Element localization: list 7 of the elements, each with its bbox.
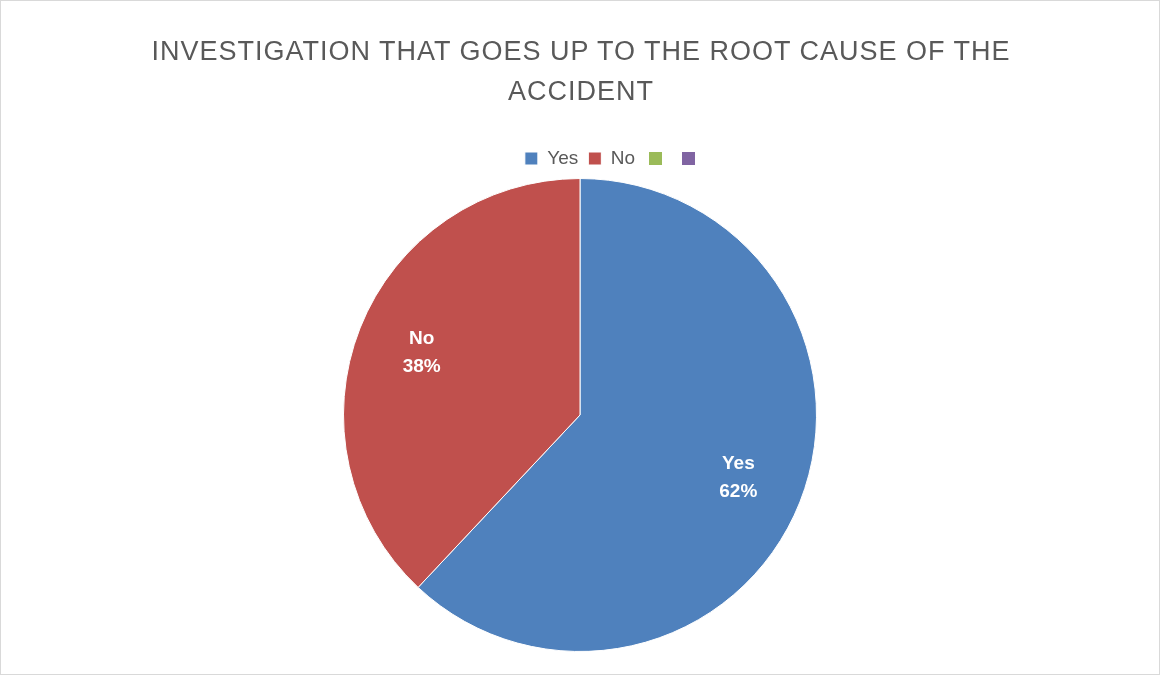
legend-label: No <box>610 146 636 168</box>
legend-label: Yes <box>547 146 579 168</box>
data-label: 62% <box>719 479 758 501</box>
data-label: 38% <box>402 354 441 376</box>
slice-label: No <box>409 326 435 348</box>
slice-label: Yes <box>721 451 755 473</box>
chart-title: INVESTIGATION THAT GOES UP TO THE ROOT CAUSE OF THE ACCIDENT <box>150 35 1012 108</box>
